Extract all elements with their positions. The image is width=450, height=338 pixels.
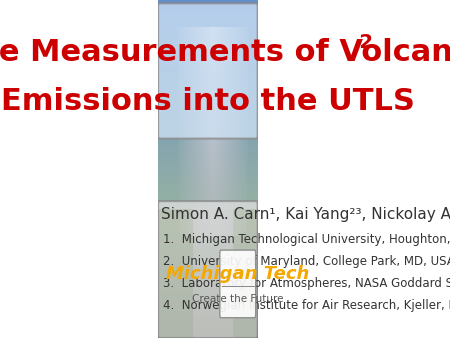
Text: 2: 2	[43, 33, 373, 52]
Text: Michigan Tech: Michigan Tech	[166, 265, 310, 283]
FancyBboxPatch shape	[158, 3, 258, 139]
Text: 2.  University of Maryland, College Park, MD, USA: 2. University of Maryland, College Park,…	[163, 256, 450, 268]
FancyBboxPatch shape	[158, 201, 258, 338]
Text: Simon A. Carn¹, Kai Yang²³, Nickolay A. Krotkov³, and Fred J. Prata⁴: Simon A. Carn¹, Kai Yang²³, Nickolay A. …	[161, 207, 450, 222]
Text: Satellite Measurements of Volcanic SO: Satellite Measurements of Volcanic SO	[0, 38, 450, 67]
Text: Emissions into the UTLS: Emissions into the UTLS	[1, 87, 415, 116]
FancyBboxPatch shape	[220, 250, 256, 318]
Text: 1.  Michigan Technological University, Houghton, MI, USA: 1. Michigan Technological University, Ho…	[163, 234, 450, 246]
Text: 3.  Laboratory for Atmospheres, NASA Goddard Space Flight Center, Greenbelt, MD,: 3. Laboratory for Atmospheres, NASA Godd…	[163, 277, 450, 290]
Text: 4.  Norwegian Institute for Air Research, Kjeller, Norway: 4. Norwegian Institute for Air Research,…	[163, 299, 450, 312]
Text: Create the Future: Create the Future	[192, 294, 284, 304]
